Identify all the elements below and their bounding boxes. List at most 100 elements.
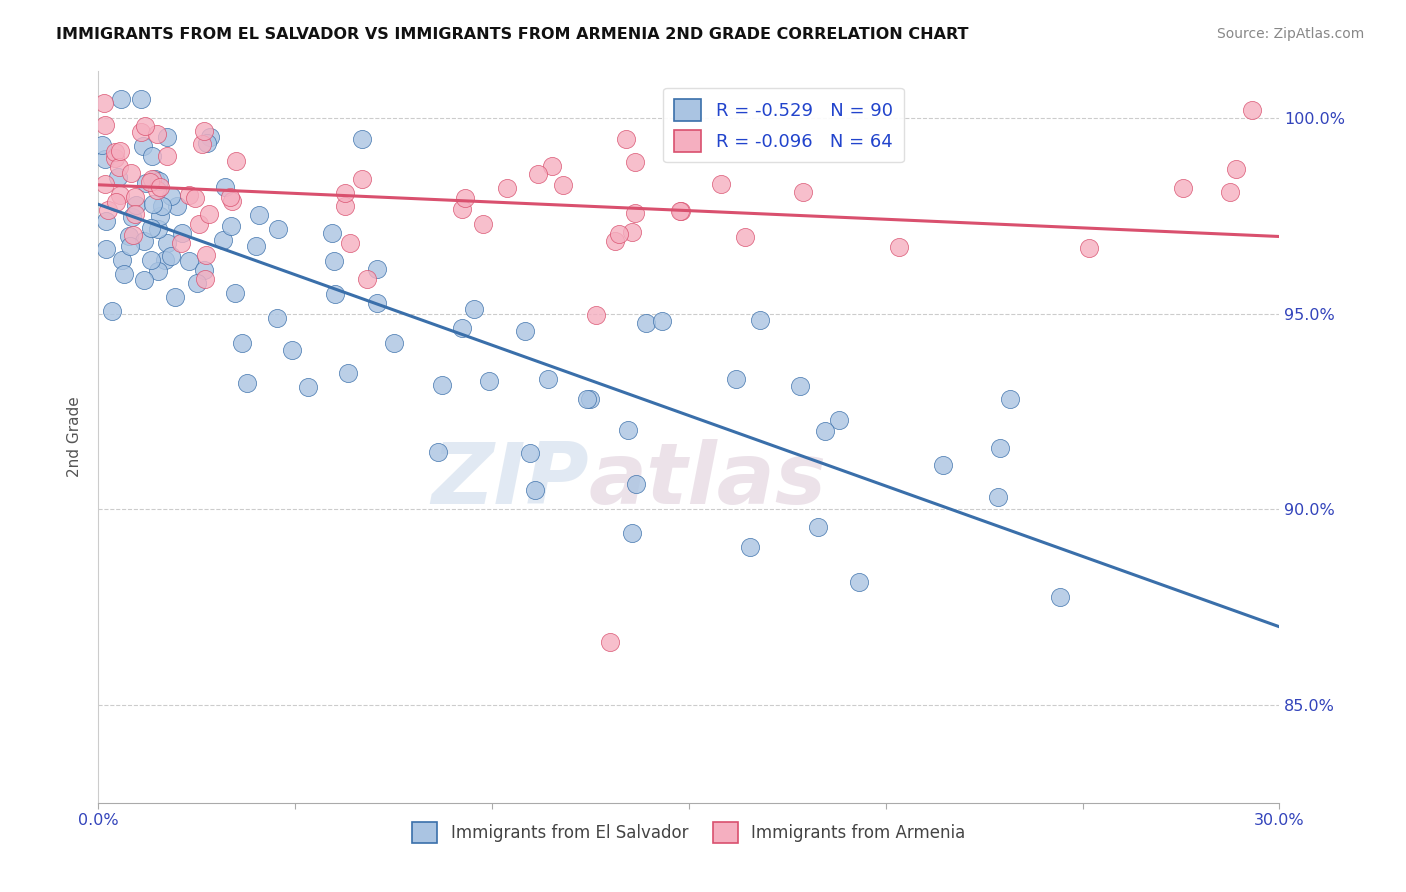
Point — [710, 177, 733, 191]
Point — [184, 191, 207, 205]
Point — [749, 313, 772, 327]
Point — [1219, 185, 1241, 199]
Point — [187, 217, 209, 231]
Point — [172, 226, 194, 240]
Point — [97, 202, 120, 217]
Point — [170, 236, 193, 251]
Point — [148, 174, 170, 188]
Point — [427, 445, 450, 459]
Point — [624, 206, 647, 220]
Point — [118, 229, 141, 244]
Point — [430, 378, 453, 392]
Point — [463, 302, 485, 317]
Point — [366, 262, 388, 277]
Point — [124, 190, 146, 204]
Point — [141, 171, 163, 186]
Point — [576, 392, 599, 406]
Point — [146, 222, 169, 236]
Point — [1171, 181, 1194, 195]
Point — [179, 187, 201, 202]
Point — [111, 253, 134, 268]
Point — [366, 296, 388, 310]
Point — [636, 317, 658, 331]
Point — [524, 483, 547, 497]
Point — [814, 424, 837, 438]
Point — [195, 136, 218, 150]
Point — [451, 202, 474, 216]
Point — [93, 96, 115, 111]
Point — [827, 413, 849, 427]
Point — [339, 235, 361, 250]
Point — [149, 209, 172, 223]
Point — [236, 376, 259, 390]
Point — [323, 287, 346, 301]
Point — [141, 149, 163, 163]
Point — [451, 321, 474, 335]
Point — [1078, 241, 1101, 255]
Point — [194, 271, 217, 285]
Point — [120, 166, 142, 180]
Point — [135, 176, 157, 190]
Text: IMMIGRANTS FROM EL SALVADOR VS IMMIGRANTS FROM ARMENIA 2ND GRADE CORRELATION CHA: IMMIGRANTS FROM EL SALVADOR VS IMMIGRANT… — [56, 27, 969, 42]
Point — [297, 380, 319, 394]
Point — [671, 204, 693, 219]
Point — [195, 248, 218, 262]
Point — [519, 446, 541, 460]
Point — [382, 336, 405, 351]
Point — [221, 219, 243, 234]
Point — [219, 190, 242, 204]
Point — [1225, 162, 1247, 177]
Point — [1240, 103, 1263, 118]
Point — [191, 136, 214, 151]
Point — [193, 262, 215, 277]
Point — [104, 145, 127, 159]
Point — [998, 392, 1021, 407]
Point — [134, 120, 156, 134]
Point — [121, 210, 143, 224]
Point — [141, 252, 163, 267]
Point — [94, 177, 117, 191]
Point — [585, 308, 607, 322]
Point — [160, 189, 183, 203]
Point — [104, 151, 127, 165]
Point — [200, 129, 222, 144]
Point — [537, 372, 560, 386]
Point — [453, 191, 475, 205]
Point — [156, 149, 179, 163]
Point — [132, 273, 155, 287]
Point — [94, 152, 117, 166]
Point — [527, 167, 550, 181]
Point — [321, 226, 343, 240]
Point — [139, 176, 162, 190]
Point — [245, 239, 267, 253]
Point — [932, 458, 955, 473]
Point — [247, 208, 270, 222]
Point — [988, 442, 1011, 456]
Point — [603, 235, 626, 249]
Point — [887, 240, 910, 254]
Point — [281, 343, 304, 357]
Point — [789, 379, 811, 393]
Point — [541, 160, 564, 174]
Point — [186, 276, 208, 290]
Point — [225, 154, 247, 169]
Point — [124, 198, 146, 212]
Point — [617, 423, 640, 437]
Point — [987, 490, 1010, 504]
Point — [623, 155, 645, 169]
Point — [124, 207, 146, 221]
Point — [599, 635, 621, 649]
Point — [149, 179, 172, 194]
Point — [621, 226, 644, 240]
Y-axis label: 2nd Grade: 2nd Grade — [67, 397, 83, 477]
Text: atlas: atlas — [589, 440, 827, 523]
Point — [792, 185, 814, 199]
Point — [193, 124, 215, 138]
Point — [139, 221, 162, 235]
Point — [91, 137, 114, 152]
Point — [122, 228, 145, 243]
Point — [266, 221, 288, 235]
Point — [738, 540, 761, 554]
Point — [107, 160, 129, 174]
Legend: Immigrants from El Salvador, Immigrants from Armenia: Immigrants from El Salvador, Immigrants … — [405, 815, 973, 849]
